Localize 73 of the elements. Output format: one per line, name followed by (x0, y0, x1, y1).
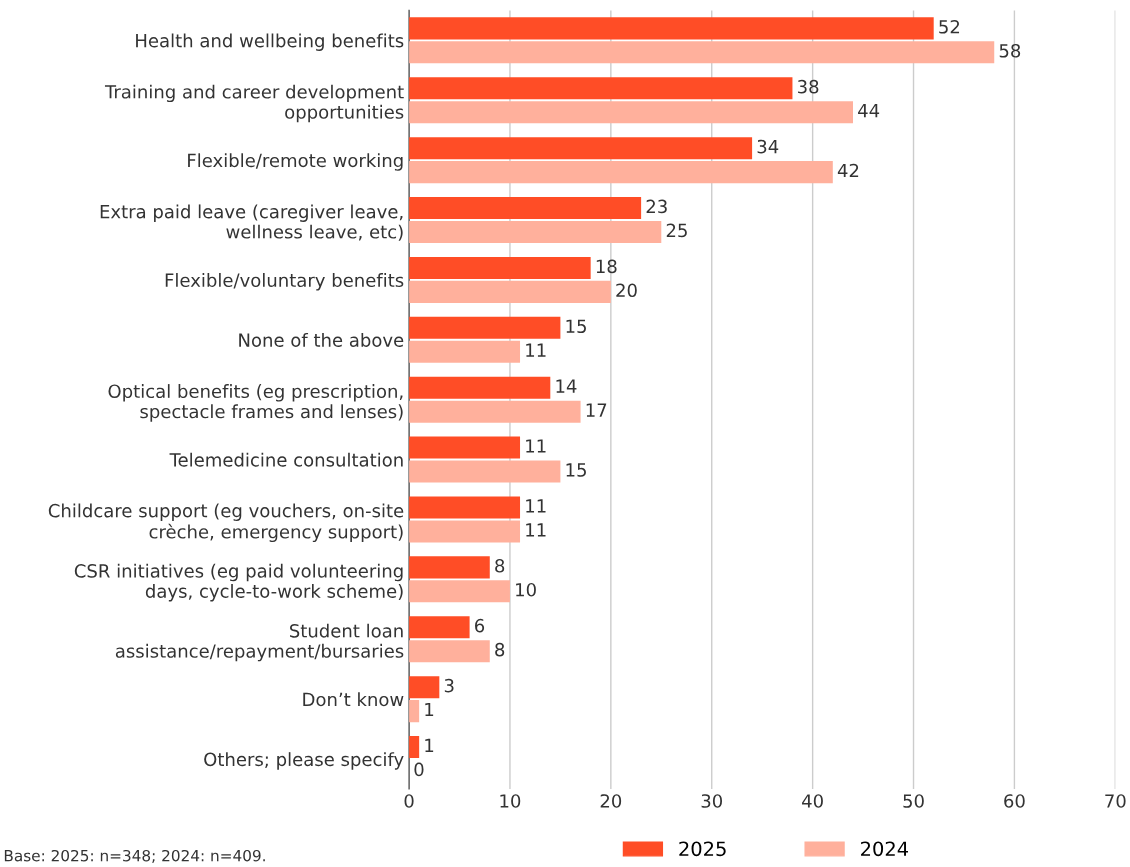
data-label: 1 (425, 738, 434, 753)
text: Base: 2025: n=348; 2024: n=409. (4, 849, 265, 863)
bar (409, 376, 551, 399)
y-tick-label: Student loan assistance/repayment/bursaries (115, 623, 404, 662)
bar (409, 77, 793, 100)
x-tick-label: 10 (500, 794, 521, 808)
bar (409, 400, 581, 423)
data-label: 18 (596, 259, 617, 274)
data-label: 25 (666, 223, 687, 238)
x-tick-label: 50 (903, 794, 924, 808)
bar (409, 280, 611, 303)
y-tick-label: Childcare support (eg vouchers, on-site crèche, emergency support) (48, 503, 404, 543)
y-tick-label: Health and wellbeing benefits (136, 33, 404, 51)
y-tick-label: Extra paid leave (caregiver leave, wellness leave, etc) (100, 204, 403, 241)
bar (409, 101, 853, 124)
data-label: 8 (495, 642, 505, 657)
data-label: 44 (858, 104, 880, 118)
data-label: 52 (939, 19, 960, 34)
bar (409, 436, 521, 459)
data-label: 11 (526, 523, 546, 537)
y-tick-label: Others; please specify (204, 752, 404, 770)
y-tick-label: Optical benefits (eg prescription, spectacle frames and lenses) (108, 384, 403, 422)
data-label: 11 (526, 439, 546, 453)
bar (409, 340, 521, 363)
bar (409, 496, 521, 519)
x-tick-label: 70 (1105, 794, 1126, 808)
y-tick-label: None of the above (239, 332, 404, 347)
y-tick-label: Telemedicine consultation (169, 452, 403, 467)
legend-label: 2024 (861, 841, 909, 857)
y-tick-label: CSR initiatives (eg paid volunteering days, cycle-to-work scheme) (74, 563, 403, 602)
data-label: 17 (586, 403, 607, 417)
bar (409, 137, 753, 160)
bar (409, 316, 561, 339)
data-label: 58 (999, 43, 1021, 58)
data-label: 11 (526, 343, 546, 357)
legend-label: 2025 (679, 841, 726, 857)
data-label: 1 (425, 702, 434, 717)
bar (409, 640, 490, 663)
bar (409, 460, 561, 483)
y-tick-label: Flexible/remote working (188, 153, 403, 171)
data-label: 11 (526, 499, 546, 513)
data-label: 14 (556, 379, 577, 393)
data-label: 0 (414, 762, 424, 777)
bar (409, 41, 995, 64)
bar (409, 556, 490, 579)
bar (409, 17, 934, 40)
x-tick-label: 0 (404, 794, 414, 808)
data-label: 23 (646, 199, 667, 214)
bar (409, 580, 510, 603)
data-label: 3 (444, 678, 454, 693)
x-tick-label: 60 (1004, 794, 1025, 808)
bar (409, 161, 833, 184)
bar (409, 676, 440, 699)
bar (409, 220, 662, 244)
data-label: 42 (837, 163, 859, 178)
bar (409, 520, 521, 543)
data-label: 8 (495, 558, 505, 573)
x-tick-label: 30 (701, 794, 723, 808)
data-label: 38 (798, 79, 819, 94)
y-tick-label: Don’t know (303, 692, 404, 707)
x-tick-label: 20 (600, 794, 622, 808)
bar (409, 616, 470, 639)
data-label: 15 (566, 463, 586, 477)
data-label: 15 (566, 319, 586, 334)
data-label: 20 (616, 283, 637, 298)
data-label: 6 (475, 618, 485, 633)
bar (409, 197, 642, 220)
data-label: 10 (516, 582, 536, 597)
y-tick-label: Flexible/voluntary benefits (165, 273, 404, 291)
bar (409, 256, 591, 279)
data-label: 34 (757, 139, 779, 154)
x-tick-label: 40 (802, 794, 823, 808)
y-tick-label: Training and career development opportunities (104, 84, 404, 123)
